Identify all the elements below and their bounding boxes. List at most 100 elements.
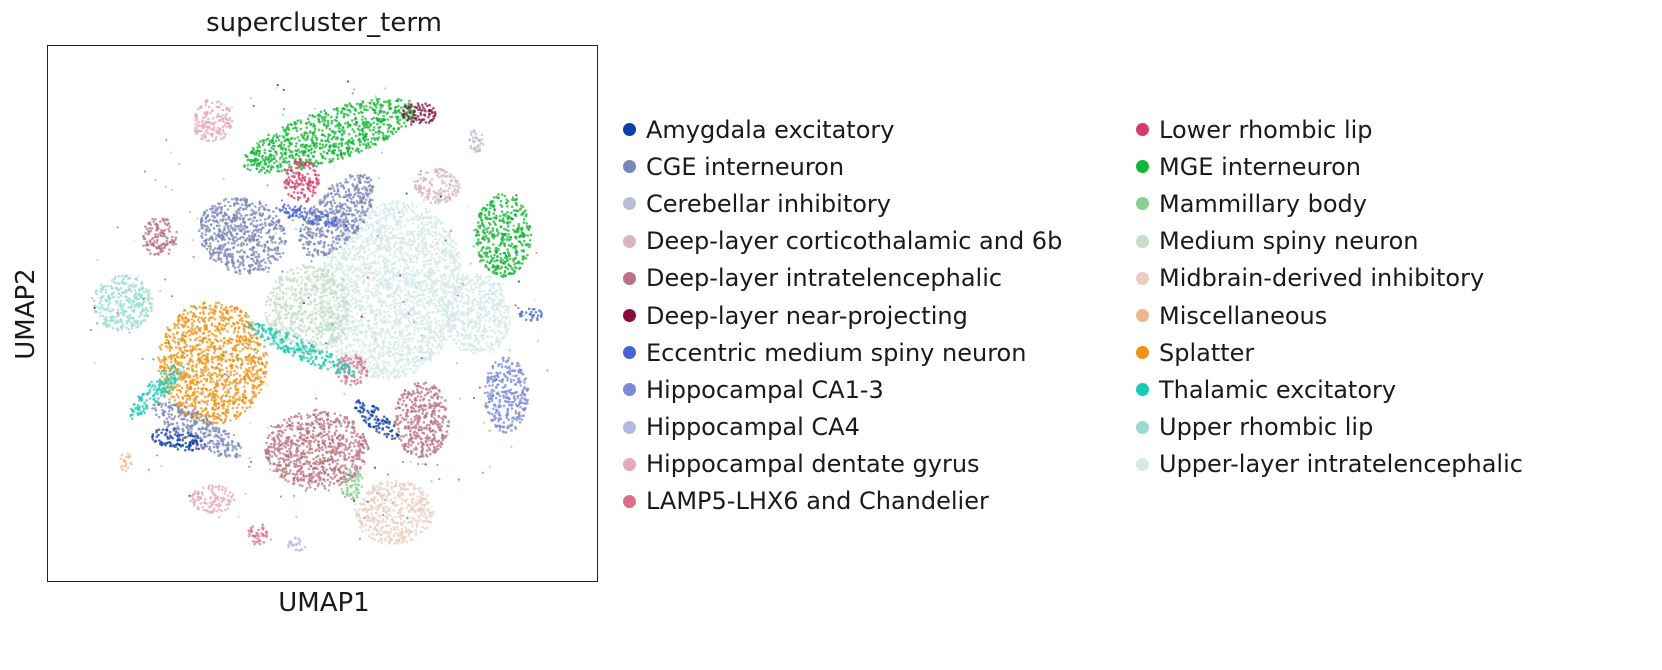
legend-label: Thalamic excitatory [1159, 375, 1397, 404]
cluster-deep-layer-near-projecting [401, 102, 437, 126]
legend-item: Deep-layer near-projecting [623, 297, 1062, 334]
cluster-amygdala-excitatory [354, 399, 400, 441]
legend-item: Deep-layer corticothalamic and 6b [623, 223, 1062, 260]
cluster-eccentric-medium-spiny-neuron [275, 203, 338, 228]
umap-scatter [89, 80, 549, 552]
legend-column-1: Amygdala excitatory CGE interneuron Cerebe… [623, 111, 1062, 520]
legend-marker [1136, 457, 1149, 471]
cluster-amygdala-excitatory [150, 427, 207, 452]
cluster-deep-layer-intratelencephalic [264, 408, 370, 491]
legend-label: MGE interneuron [1159, 152, 1362, 181]
cluster-thalamic-excitatory [129, 364, 185, 420]
legend-item: Midbrain-derived inhibitory [1136, 260, 1523, 297]
legend-item: Hippocampal CA4 [623, 409, 1062, 446]
cluster-deep-layer-corticothalamic-and-6b [413, 167, 461, 205]
cluster-eccentric-medium-spiny-neuron [518, 307, 543, 322]
legend-marker [1136, 197, 1149, 211]
legend-marker [623, 346, 636, 360]
legend-marker [623, 309, 636, 323]
legend-item: Hippocampal CA1-3 [623, 371, 1062, 408]
legend-item: Deep-layer intratelencephalic [623, 260, 1062, 297]
legend-marker [623, 160, 636, 174]
cluster-deep-layer-intratelencephalic [393, 381, 450, 459]
legend-item: Mammillary body [1136, 185, 1523, 222]
cluster-midbrain-derived-inhibitory [353, 479, 435, 545]
cluster-mge-interneuron [243, 97, 418, 175]
cell-points [89, 80, 549, 552]
legend-marker [1136, 420, 1149, 434]
cluster-hippocampal-dentate-gyrus [189, 484, 236, 515]
legend-item: CGE interneuron [623, 148, 1062, 185]
legend-label: Deep-layer intratelencephalic [646, 264, 1003, 293]
cluster-hippocampal-dentate-gyrus [193, 99, 234, 143]
cluster-cerebellar-inhibitory [468, 129, 485, 153]
cluster-upper-rhombic-lip [92, 274, 154, 332]
chart-title: supercluster_term [206, 8, 442, 38]
cluster-hippocampal-ca1-3 [483, 356, 530, 434]
legend-marker [1136, 346, 1149, 360]
legend-marker [1136, 271, 1149, 285]
cluster-mge-interneuron [474, 193, 533, 279]
legend-marker [1136, 383, 1149, 397]
legend-marker [623, 457, 636, 471]
legend-item: Hippocampal dentate gyrus [623, 446, 1062, 483]
cluster-medium-spiny-neuron [264, 263, 350, 356]
legend-label: Deep-layer corticothalamic and 6b [646, 227, 1063, 256]
x-axis-label: UMAP1 [278, 588, 370, 618]
legend-label: Splatter [1159, 338, 1255, 367]
legend-label: Miscellaneous [1159, 301, 1328, 330]
legend-marker [1136, 234, 1149, 248]
legend-item: Thalamic excitatory [1136, 371, 1523, 408]
cluster-miscellaneous [119, 452, 133, 473]
legend-item: Lower rhombic lip [1136, 111, 1523, 148]
scattered-points [89, 80, 549, 541]
cluster-cge-interneuron [298, 173, 375, 258]
cluster-mammillary-body [340, 469, 364, 501]
cluster-cge-interneuron [197, 197, 288, 275]
legend-marker [623, 271, 636, 285]
legend-item: Splatter [1136, 334, 1523, 371]
legend-item: Eccentric medium spiny neuron [623, 334, 1062, 371]
legend-item: Cerebellar inhibitory [623, 185, 1062, 222]
legend-marker [623, 123, 636, 137]
legend-label: Mammillary body [1159, 189, 1367, 218]
legend-item: Amygdala excitatory [623, 111, 1062, 148]
legend-label: Eccentric medium spiny neuron [646, 338, 1027, 367]
legend-label: Deep-layer near-projecting [646, 301, 968, 330]
legend-label: Cerebellar inhibitory [646, 189, 891, 218]
legend-label: CGE interneuron [646, 152, 845, 181]
legend-label: LAMP5-LHX6 and Chandelier [646, 487, 989, 516]
legend-marker [1136, 309, 1149, 323]
cluster-lower-rhombic-lip [283, 158, 321, 203]
legend-label: Upper-layer intratelencephalic [1159, 450, 1523, 479]
legend-label: Hippocampal dentate gyrus [646, 450, 980, 479]
legend-item: LAMP5-LHX6 and Chandelier [623, 483, 1062, 520]
legend-label: Amygdala excitatory [646, 115, 895, 144]
legend-marker [623, 383, 636, 397]
legend-label: Hippocampal CA1-3 [646, 375, 884, 404]
legend-item: MGE interneuron [1136, 148, 1523, 185]
legend-label: Medium spiny neuron [1159, 227, 1419, 256]
legend-marker [623, 197, 636, 211]
legend-marker [623, 234, 636, 248]
cluster-thalamic-excitatory [247, 322, 356, 378]
legend-label: Hippocampal CA4 [646, 413, 860, 442]
y-axis-label: UMAP2 [11, 268, 41, 360]
legend-label: Upper rhombic lip [1159, 413, 1374, 442]
cluster-splatter [157, 301, 269, 426]
cluster-upper-layer-intratelencephalic [445, 272, 512, 355]
legend-marker [623, 420, 636, 434]
legend-label: Midbrain-derived inhibitory [1159, 264, 1485, 293]
legend-label: Lower rhombic lip [1159, 115, 1373, 144]
legend-marker [1136, 160, 1149, 174]
cluster-lamp5-lhx6-and-chandelier [247, 523, 268, 546]
legend-marker [1136, 123, 1149, 137]
legend-item: Medium spiny neuron [1136, 223, 1523, 260]
legend-marker [623, 494, 636, 508]
legend-item: Upper-layer intratelencephalic [1136, 446, 1523, 483]
cluster-deep-layer-intratelencephalic [141, 217, 178, 256]
cluster-hippocampal-ca4 [287, 536, 307, 552]
plot-area [47, 45, 598, 582]
legend-item: Upper rhombic lip [1136, 409, 1523, 446]
legend-column-2: Lower rhombic lip MGE interneuron Mammilla… [1136, 111, 1523, 483]
